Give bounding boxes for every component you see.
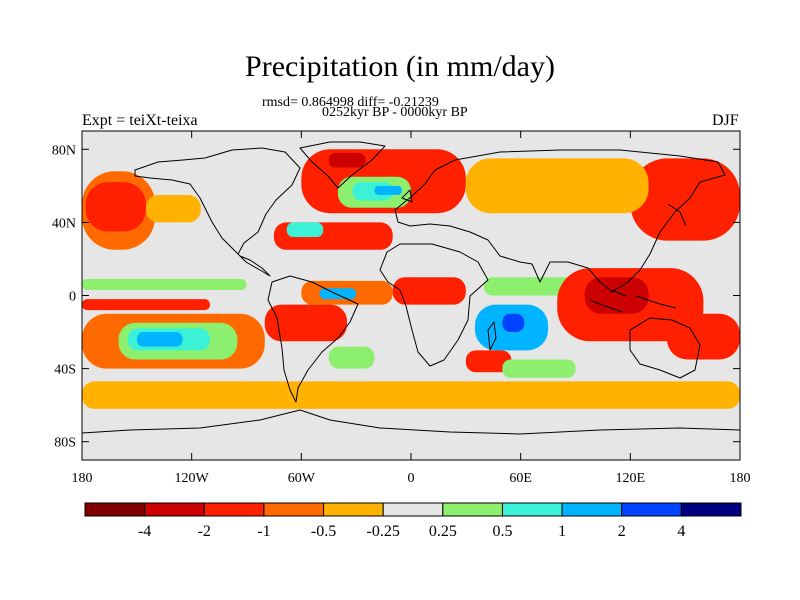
colorbar-label: -0.25: [367, 523, 400, 540]
y-tick-label: 40S: [54, 363, 76, 378]
colorbar-label: 1: [558, 523, 566, 540]
map-panel: [82, 131, 740, 460]
region-atlantic-itcz-blue: [319, 288, 357, 300]
experiment-label: Expt = teiXt-teixa: [82, 112, 198, 129]
axis-labels: 180 120W 60W 0 60E 120E 180 80N 40N 0 40S 80S: [52, 143, 751, 486]
x-tick-label: 120E: [616, 471, 646, 486]
coastline-south-america: [267, 275, 359, 403]
region-northwest-pacific-red: [630, 158, 740, 241]
colorbar-swatch: [263, 502, 325, 517]
coastline-antarctica: [82, 409, 740, 435]
colorbar-label: -1: [257, 523, 270, 540]
colorbar-label: -0.5: [311, 523, 336, 540]
coastline-australia: [629, 317, 701, 379]
colorbar-swatch: [323, 502, 384, 517]
region-north-atlantic-darkred: [328, 152, 366, 168]
colorbar-label: 4: [677, 523, 685, 540]
y-tick-label: 0: [69, 290, 76, 305]
y-tick-label: 40N: [52, 216, 76, 231]
colorbar-swatch: [442, 502, 503, 517]
region-southwest-indian-red: [465, 350, 512, 373]
region-subtropical-atlantic-cyan: [286, 222, 324, 238]
coastline-madagascar: [487, 321, 497, 351]
region-southeast-pacific-blue: [136, 332, 183, 347]
axis-ticks: [81, 131, 741, 460]
x-tick-label: 60E: [509, 471, 532, 486]
colorbar-swatch: [561, 502, 623, 517]
region-northeast-pacific: [145, 194, 201, 223]
y-tick-label: 80S: [54, 436, 76, 451]
region-south-pacific-red: [666, 313, 740, 360]
chart-title: Precipitation (in mm/day): [245, 50, 555, 83]
colorbar-label: 2: [618, 523, 626, 540]
colorbar-label: -4: [138, 523, 151, 540]
region-west-africa-red: [392, 277, 466, 305]
colorbar-swatch: [501, 502, 563, 517]
region-indian-ocean-green: [502, 359, 576, 378]
coastlines: [82, 141, 740, 435]
colorbar-label: -2: [198, 523, 211, 540]
x-tick-label: 120W: [175, 471, 210, 486]
colorbar-swatch: [621, 502, 682, 517]
coastline-greenland: [299, 141, 386, 189]
period-line: 0252kyr BP - 0000kyr BP: [322, 105, 468, 120]
colorbar-label: 0.25: [429, 523, 457, 540]
region-equatorial-pacific-red: [82, 299, 210, 311]
x-tick-label: 180: [730, 471, 751, 486]
coastline-africa: [379, 243, 489, 367]
region-south-america-red: [264, 304, 348, 342]
colorbar-swatch: [84, 502, 146, 517]
region-southern-ocean-inner-band: [82, 388, 740, 402]
region-equatorial-pacific-green: [82, 279, 247, 291]
colorbar-swatch: [680, 502, 742, 517]
coastline-eurasia: [394, 149, 726, 293]
coastline-north-america: [134, 147, 301, 277]
region-north-asia-orange: [465, 158, 649, 214]
y-tick-label: 80N: [52, 143, 76, 158]
region-southwest-atlantic-green: [328, 346, 375, 369]
stats-line: rmsd= 0.864998 diff= -0.21239: [262, 95, 439, 110]
x-tick-label: 60W: [288, 471, 316, 486]
coastline-uk: [401, 189, 413, 203]
x-tick-label: 180: [72, 471, 93, 486]
coastline-indonesia: [589, 289, 677, 313]
region-southern-africa-navy: [502, 313, 525, 333]
season-label: DJF: [712, 112, 739, 129]
coastline-japan: [667, 203, 687, 227]
colorbar-label: 0.5: [492, 523, 512, 540]
colorbar-swatch: [144, 502, 205, 517]
colorbar: -4 -2 -1 -0.5 -0.25 0.25 0.5 1 2 4: [84, 502, 742, 540]
colorbar-swatch: [382, 502, 444, 517]
region-north-atlantic-blue: [374, 185, 402, 195]
x-tick-label: 0: [408, 471, 415, 486]
anomaly-regions: [82, 149, 740, 409]
colorbar-swatch: [203, 502, 265, 517]
region-north-pacific-core: [85, 182, 146, 232]
region-maritime-continent-darkred: [584, 277, 649, 314]
